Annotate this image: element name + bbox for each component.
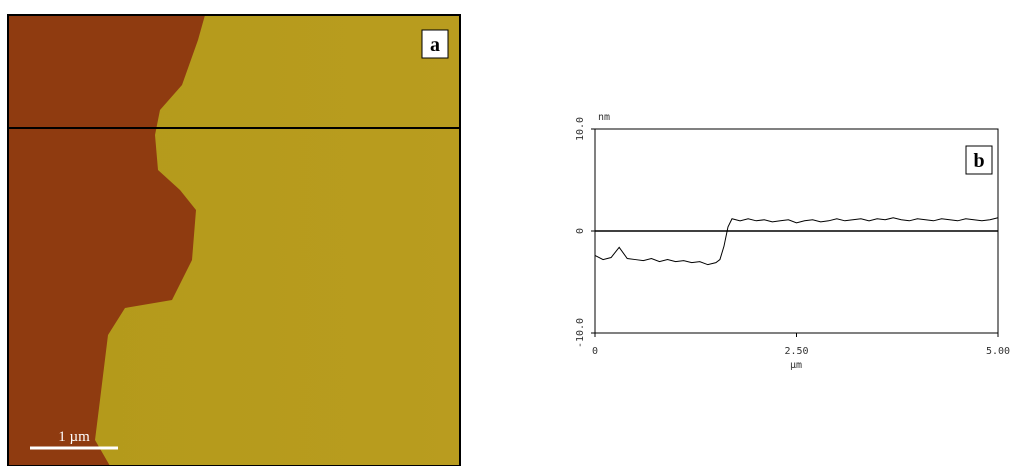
panel-label: a bbox=[430, 34, 440, 56]
x-tick-label: 0 bbox=[592, 346, 598, 357]
y-tick-label: -10.0 bbox=[575, 318, 586, 348]
y-tick-label: 10.0 bbox=[575, 117, 586, 141]
y-unit: nm bbox=[598, 112, 610, 123]
profile-line bbox=[594, 217, 999, 266]
image-frame bbox=[7, 14, 461, 466]
x-axis-label: µm bbox=[790, 360, 802, 371]
panel-label-box bbox=[421, 29, 449, 59]
x-tick-label: 2.50 bbox=[784, 346, 808, 357]
afm-image: a 1 µm bbox=[7, 14, 461, 466]
panel-label-box bbox=[965, 145, 993, 175]
y-tick-label: 0 bbox=[575, 228, 586, 234]
profile-chart: nm µm b 0 2.50 5.00 -10.0 0 10.0 bbox=[575, 112, 1010, 371]
scale-bar-label: 1 µm bbox=[58, 429, 90, 445]
panel-label: b bbox=[973, 150, 984, 172]
x-tick-label: 5.00 bbox=[986, 346, 1010, 357]
